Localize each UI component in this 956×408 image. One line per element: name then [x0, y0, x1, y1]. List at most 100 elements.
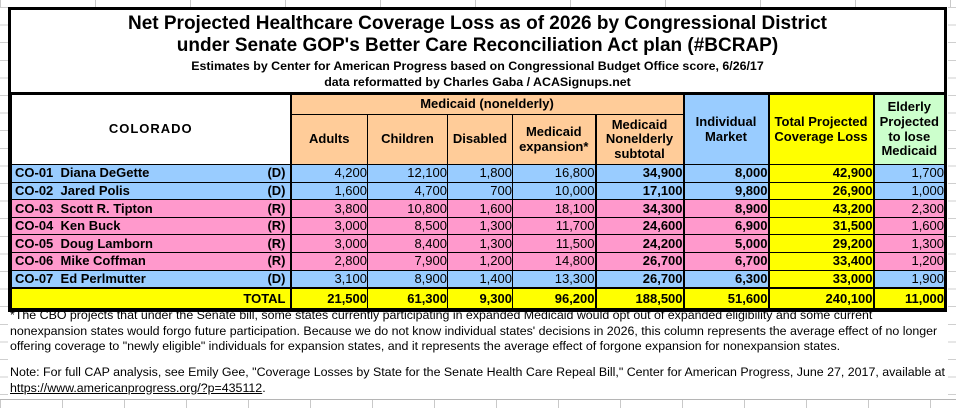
- cell-adults: 3,000: [289, 216, 368, 236]
- column-header-adults: Adults: [289, 114, 368, 166]
- party-label: (R): [267, 253, 286, 269]
- cell-adults: 1,600: [289, 181, 368, 201]
- district-cell: CO-07 Ed Perlmutter (D): [11, 269, 291, 289]
- cell-disabled: 1,600: [447, 199, 513, 218]
- cell-children: 10,800: [367, 199, 448, 218]
- source-note: Note: For full CAP analysis, see Emily G…: [10, 365, 947, 396]
- party-label: (R): [267, 200, 286, 216]
- coverage-loss-table: Net Projected Healthcare Coverage Loss a…: [8, 7, 947, 313]
- cell-expansion: 10,000: [512, 181, 596, 201]
- cell-adults: 3,800: [289, 199, 368, 218]
- cell-elderly: 2,300: [872, 199, 946, 218]
- cell-individual-market: 6,300: [682, 269, 770, 289]
- total-individual-market: 51,600: [682, 286, 770, 310]
- district-row: CO-06 Mike Coffman (R) 2,800 7,900 1,200 …: [11, 252, 946, 271]
- cell-subtotal: 24,600: [594, 216, 685, 236]
- sheet-gridlines-bottom: [0, 399, 956, 408]
- cell-total: 33,400: [767, 252, 875, 271]
- cell-expansion: 16,800: [512, 164, 596, 183]
- title-source-line: Estimates by Center for American Progres…: [191, 58, 764, 73]
- cell-disabled: 1,300: [447, 234, 513, 254]
- cell-children: 7,900: [367, 252, 448, 271]
- district-cell: CO-03 Scott R. Tipton (R): [11, 199, 291, 218]
- party-label: (D): [267, 165, 286, 181]
- cell-individual-market: 8,900: [682, 199, 770, 218]
- title-line-2: under Senate GOP's Better Care Reconcili…: [176, 35, 779, 57]
- cell-disabled: 1,200: [447, 252, 513, 271]
- district-name: CO-07 Ed Perlmutter: [15, 270, 146, 286]
- cell-individual-market: 6,700: [682, 252, 770, 271]
- cell-individual-market: 5,000: [682, 234, 770, 254]
- cell-total: 33,000: [767, 269, 875, 289]
- cell-disabled: 700: [447, 181, 513, 201]
- district-name: CO-06 Mike Coffman: [15, 253, 146, 269]
- cell-expansion: 11,700: [512, 216, 596, 236]
- cell-expansion: 14,800: [512, 252, 596, 271]
- party-label: (R): [267, 235, 286, 251]
- district-row: CO-04 Ken Buck (R) 3,000 8,500 1,300 11,7…: [11, 216, 946, 236]
- district-row: CO-01 Diana DeGette (D) 4,200 12,100 1,80…: [11, 164, 946, 183]
- cell-children: 12,100: [367, 164, 448, 183]
- cell-elderly: 1,300: [872, 234, 946, 254]
- cell-children: 8,900: [367, 269, 448, 289]
- total-label-cell: TOTAL: [11, 286, 291, 310]
- district-name: CO-01 Diana DeGette: [15, 165, 150, 181]
- column-header-subtotal: Medicaid Nonelderly subtotal: [594, 114, 685, 166]
- party-label: (D): [267, 182, 286, 198]
- cell-individual-market: 6,900: [682, 216, 770, 236]
- cell-children: 8,500: [367, 216, 448, 236]
- sheet-gridlines-right: [948, 7, 956, 399]
- party-label: (D): [267, 270, 286, 286]
- cell-expansion: 13,300: [512, 269, 596, 289]
- cell-children: 8,400: [367, 234, 448, 254]
- cell-subtotal: 34,300: [594, 199, 685, 218]
- total-children: 61,300: [367, 286, 448, 310]
- district-name: CO-03 Scott R. Tipton: [15, 200, 153, 216]
- cell-subtotal: 24,200: [594, 234, 685, 254]
- cell-elderly: 1,900: [872, 269, 946, 289]
- district-row: CO-07 Ed Perlmutter (D) 3,100 8,900 1,400…: [11, 269, 946, 289]
- cell-elderly: 1,200: [872, 252, 946, 271]
- column-header-individual-market: Individual Market: [682, 94, 770, 166]
- column-header-children: Children: [367, 114, 448, 166]
- cell-disabled: 1,800: [447, 164, 513, 183]
- title-line-1: Net Projected Healthcare Coverage Loss a…: [127, 13, 828, 34]
- sheet-gridlines-left: [0, 7, 8, 399]
- district-name: CO-04 Ken Buck: [15, 218, 121, 234]
- cell-individual-market: 9,800: [682, 181, 770, 201]
- cell-elderly: 1,600: [872, 216, 946, 236]
- data-table: COLORADO Medicaid (nonelderly) Individua…: [11, 94, 946, 310]
- cell-total: 43,200: [767, 199, 875, 218]
- title-block: Net Projected Healthcare Coverage Loss a…: [11, 10, 944, 95]
- column-header-elderly: Elderly Projected to lose Medicaid: [872, 94, 946, 166]
- total-expansion: 96,200: [512, 286, 596, 310]
- cell-adults: 3,000: [289, 234, 368, 254]
- cell-total: 31,500: [767, 216, 875, 236]
- cell-adults: 4,200: [289, 164, 368, 183]
- cbo-footnote: *The CBO projects that under the Senate …: [10, 308, 938, 353]
- district-cell: CO-06 Mike Coffman (R): [11, 252, 291, 271]
- district-row: CO-02 Jared Polis (D) 1,600 4,700 700 10,…: [11, 181, 946, 201]
- title-credit-line: data reformatted by Charles Gaba / ACASi…: [324, 74, 631, 89]
- source-note-text: Note: For full CAP analysis, see Emily G…: [10, 365, 945, 379]
- cell-disabled: 1,400: [447, 269, 513, 289]
- cell-subtotal: 34,900: [594, 164, 685, 183]
- district-name: CO-05 Doug Lamborn: [15, 235, 153, 251]
- source-note-period: .: [262, 380, 266, 395]
- party-label: (R): [267, 218, 286, 234]
- cell-total: 26,900: [767, 181, 875, 201]
- column-header-expansion: Medicaid expansion*: [512, 114, 596, 166]
- cell-adults: 3,100: [289, 269, 368, 289]
- district-cell: CO-01 Diana DeGette (D): [11, 164, 291, 183]
- cell-subtotal: 26,700: [594, 252, 685, 271]
- district-cell: CO-05 Doug Lamborn (R): [11, 234, 291, 254]
- cap-analysis-link[interactable]: https://www.americanprogress.org/?p=4351…: [10, 380, 263, 395]
- cell-expansion: 11,500: [512, 234, 596, 254]
- cell-subtotal: 17,100: [594, 181, 685, 201]
- total-disabled: 9,300: [447, 286, 513, 310]
- cell-total: 29,200: [767, 234, 875, 254]
- total-elderly: 11,000: [872, 286, 946, 310]
- district-row: CO-05 Doug Lamborn (R) 3,000 8,400 1,300 …: [11, 234, 946, 254]
- district-cell: CO-04 Ken Buck (R): [11, 216, 291, 236]
- cell-elderly: 1,700: [872, 164, 946, 183]
